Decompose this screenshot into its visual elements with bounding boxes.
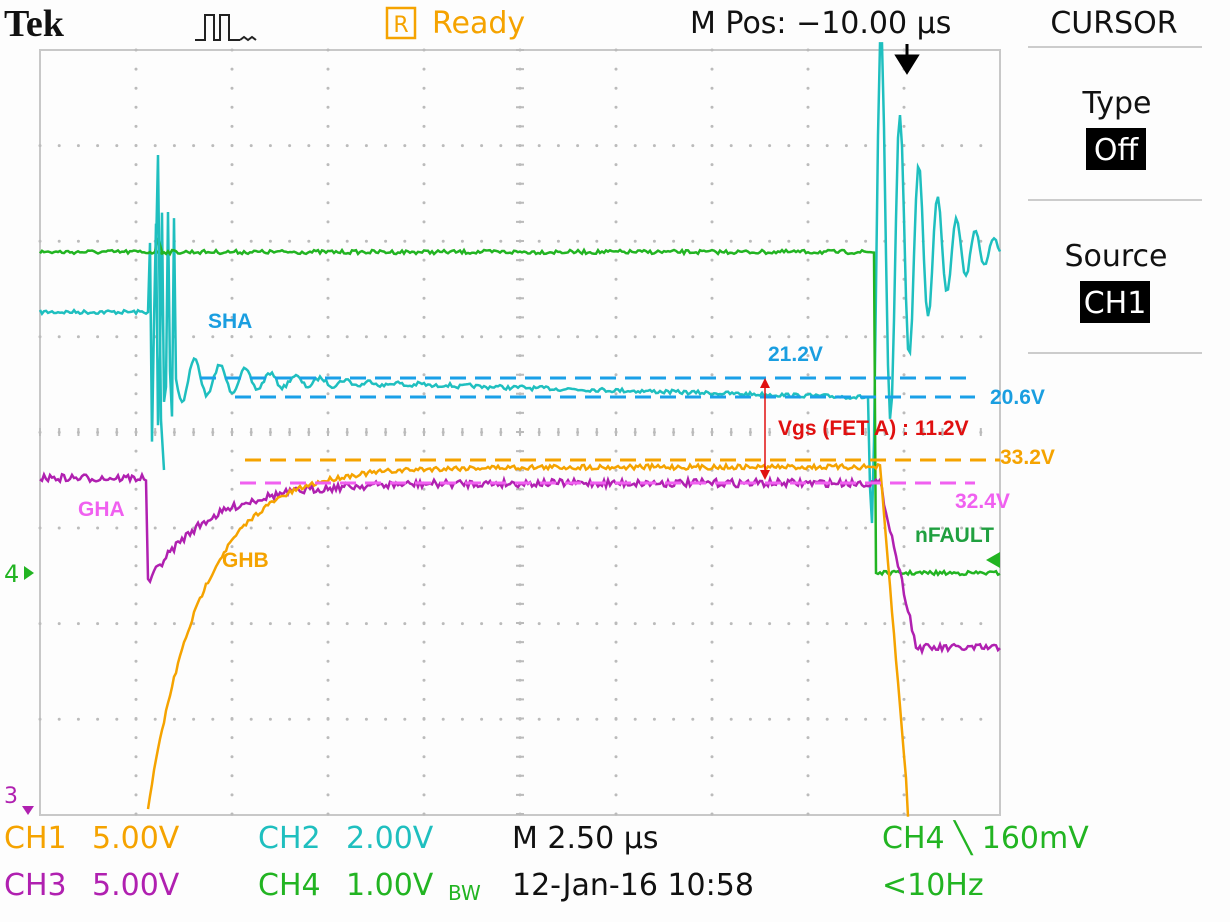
annotation: nFAULT bbox=[915, 524, 994, 547]
channel-label: CH3 bbox=[4, 868, 67, 903]
menu-value-box[interactable] bbox=[1080, 281, 1150, 323]
status: Ready bbox=[432, 6, 525, 41]
acquisition-icon bbox=[195, 14, 257, 42]
menu-item-value[interactable]: Off bbox=[1094, 133, 1140, 168]
annotation: 32.4V bbox=[955, 490, 1010, 513]
trigger-frequency: <10Hz bbox=[882, 868, 984, 903]
menu-title: CURSOR bbox=[1050, 6, 1177, 41]
channel-label: CH2 bbox=[258, 821, 321, 856]
menu-item-value[interactable]: CH1 bbox=[1084, 286, 1147, 321]
annotation: Vgs (FET A) : 11.2V bbox=[778, 417, 969, 440]
annotation: 21.2V bbox=[768, 343, 823, 366]
ch4-trace bbox=[39, 247, 1001, 577]
position: M Pos: −10.00 µs bbox=[690, 6, 951, 41]
trigger-position-marker bbox=[894, 44, 920, 75]
channel-label: CH1 bbox=[4, 821, 67, 856]
annotation: GHB bbox=[222, 549, 269, 572]
ch3-marker-arrow bbox=[22, 806, 34, 815]
channel-scale: 5.00V bbox=[92, 868, 180, 903]
channel-label: CH4 bbox=[258, 868, 321, 903]
channel-scale: 2.00V bbox=[346, 821, 434, 856]
channel-scale: 1.00V bbox=[346, 868, 434, 903]
graticule bbox=[38, 48, 983, 816]
brand: Tek bbox=[4, 3, 65, 45]
ch1-trace bbox=[146, 461, 910, 817]
menu-item-label[interactable]: Source bbox=[1064, 239, 1167, 274]
ch4-marker-arrow bbox=[24, 566, 34, 580]
annotation: SHA bbox=[208, 310, 252, 333]
status-icon: R bbox=[393, 13, 408, 38]
annotation: 33.2V bbox=[1000, 446, 1055, 469]
trigger-level-marker bbox=[986, 552, 1000, 568]
menu-value-box[interactable] bbox=[1086, 128, 1146, 170]
center-ticks bbox=[39, 49, 982, 815]
status-icon-box bbox=[385, 6, 417, 40]
bandwidth-limit: BW bbox=[448, 881, 481, 905]
trigger: CH4 ╲ 160mV bbox=[882, 820, 1089, 856]
ch2-spike bbox=[153, 154, 166, 471]
channel-scale: 5.00V bbox=[92, 821, 180, 856]
annotation: 20.6V bbox=[990, 386, 1045, 409]
annotation: GHA bbox=[78, 498, 125, 521]
ch4-marker: 4 bbox=[4, 560, 19, 588]
ch3-marker: 3 bbox=[4, 784, 18, 809]
menu-item-label[interactable]: Type bbox=[1082, 86, 1152, 121]
date-time: 12-Jan-16 10:58 bbox=[512, 868, 754, 903]
timebase: M 2.50 µs bbox=[512, 821, 658, 856]
